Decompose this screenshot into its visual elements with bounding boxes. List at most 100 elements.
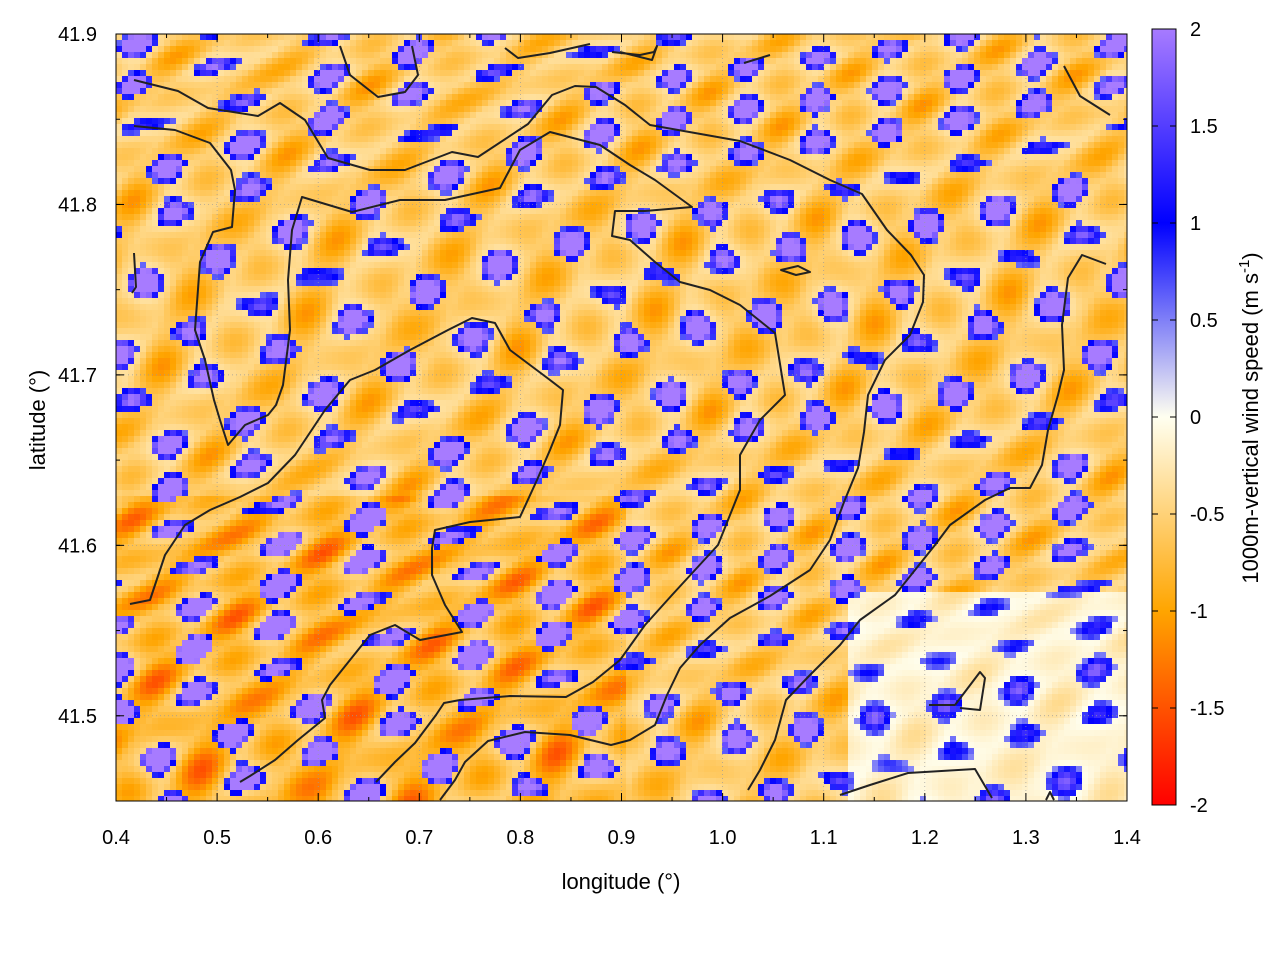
heatmap-cell [890, 58, 896, 64]
heatmap-cell [668, 112, 674, 118]
heatmap-cell [782, 94, 788, 100]
heatmap-cell [812, 136, 818, 142]
heatmap-cell [134, 88, 140, 94]
heatmap-cell [398, 190, 404, 196]
heatmap-cell [206, 136, 212, 142]
heatmap-cell [194, 124, 200, 130]
heatmap-cell [404, 40, 410, 46]
heatmap-cell [860, 88, 866, 94]
heatmap-cell [284, 184, 290, 190]
heatmap-cell [836, 142, 842, 148]
heatmap-cell [794, 166, 800, 172]
heatmap-cell [800, 184, 806, 190]
heatmap-cell [194, 88, 200, 94]
heatmap-cell [476, 160, 482, 166]
heatmap-cell [1064, 202, 1070, 208]
heatmap-cell [302, 172, 308, 178]
heatmap-cell [440, 160, 446, 166]
heatmap-cell [404, 118, 410, 124]
heatmap-cell [518, 208, 524, 214]
heatmap-cell [1100, 148, 1106, 154]
heatmap-cell [704, 46, 710, 52]
heatmap-cell [572, 130, 578, 136]
heatmap-cell [830, 118, 836, 124]
heatmap-cell [314, 196, 320, 202]
heatmap-cell [956, 148, 962, 154]
heatmap-cell [668, 70, 674, 76]
heatmap-cell [212, 34, 218, 40]
heatmap-cell [470, 112, 476, 118]
heatmap-cell [668, 40, 674, 46]
heatmap-cell [680, 100, 686, 106]
heatmap-cell [1010, 34, 1016, 40]
heatmap-cell [464, 40, 470, 46]
heatmap-cell [566, 94, 572, 100]
heatmap-cell [662, 148, 668, 154]
heatmap-cell [992, 178, 998, 184]
heatmap-cell [722, 88, 728, 94]
heatmap-cell [548, 136, 554, 142]
heatmap-cell [314, 142, 320, 148]
heatmap-cell [572, 184, 578, 190]
heatmap-cell [956, 52, 962, 58]
heatmap-cell [584, 52, 590, 58]
heatmap-cell [1016, 148, 1022, 154]
heatmap-cell [1046, 106, 1052, 112]
heatmap-cell [734, 106, 740, 112]
heatmap-cell [650, 154, 656, 160]
heatmap-cell [602, 88, 608, 94]
heatmap-cell [332, 166, 338, 172]
heatmap-cell [1058, 166, 1064, 172]
heatmap-cell [278, 118, 284, 124]
heatmap-cell [722, 52, 728, 58]
heatmap-cell [992, 184, 998, 190]
heatmap-cell [512, 94, 518, 100]
heatmap-cell [392, 118, 398, 124]
heatmap-cell [560, 118, 566, 124]
heatmap-cell [986, 178, 992, 184]
heatmap-cell [734, 136, 740, 142]
heatmap-cell [536, 100, 542, 106]
heatmap-cell [332, 184, 338, 190]
heatmap-cell [518, 130, 524, 136]
heatmap-cell [266, 196, 272, 202]
heatmap-cell [500, 118, 506, 124]
heatmap-cell [914, 154, 920, 160]
heatmap-cell [146, 160, 152, 166]
heatmap-cell [926, 94, 932, 100]
heatmap-cell [764, 130, 770, 136]
heatmap-cell [218, 88, 224, 94]
heatmap-cell [800, 40, 806, 46]
heatmap-cell [602, 130, 608, 136]
heatmap-cell [410, 142, 416, 148]
heatmap-cell [296, 136, 302, 142]
heatmap-cell [290, 100, 296, 106]
heatmap-cell [608, 202, 614, 208]
heatmap-cell [608, 34, 614, 40]
heatmap-cell [350, 142, 356, 148]
heatmap-cell [1106, 166, 1112, 172]
heatmap-cell [914, 184, 920, 190]
heatmap-cell [344, 124, 350, 130]
heatmap-cell [1040, 112, 1046, 118]
heatmap-cell [596, 178, 602, 184]
heatmap-cell [776, 34, 782, 40]
heatmap-cell [716, 124, 722, 130]
heatmap-cell [134, 190, 140, 196]
heatmap-cell [764, 154, 770, 160]
heatmap-cell [458, 184, 464, 190]
heatmap-cell [1040, 196, 1046, 202]
heatmap-cell [590, 52, 596, 58]
heatmap-cell [434, 52, 440, 58]
heatmap-cell [1022, 46, 1028, 52]
heatmap-cell [374, 160, 380, 166]
heatmap-cell [488, 142, 494, 148]
heatmap-cell [716, 196, 722, 202]
heatmap-cell [326, 46, 332, 52]
heatmap-cell [326, 142, 332, 148]
heatmap-cell [818, 58, 824, 64]
heatmap-cell [188, 34, 194, 40]
heatmap-cell [590, 124, 596, 130]
heatmap-cell [554, 142, 560, 148]
heatmap-cell [428, 52, 434, 58]
